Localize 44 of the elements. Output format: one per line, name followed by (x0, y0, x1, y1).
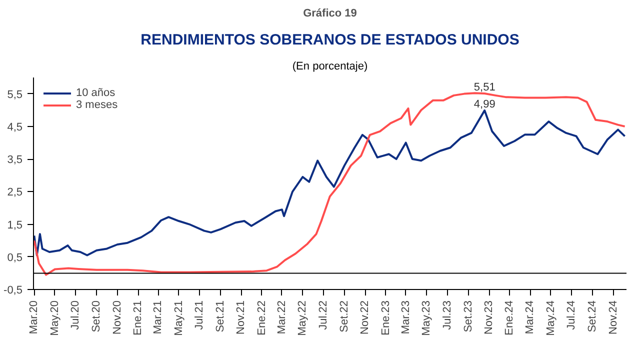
y-tick-label: 2,5 (7, 186, 23, 199)
y-tick-label: 5,5 (7, 88, 23, 101)
y-tick-label: 3,5 (7, 154, 23, 166)
annotation: 5,51 (474, 81, 496, 94)
y-tick-label: 1,5 (7, 219, 23, 232)
x-tick-label: Set.20 (90, 300, 103, 332)
x-tick-label: Ene.22 (256, 300, 268, 336)
x-tick-label: Set.22 (338, 300, 350, 332)
x-tick-label: May.21 (172, 300, 185, 336)
x-tick-label: Mar.20 (28, 300, 40, 334)
x-tick-label: Nov.20 (111, 300, 124, 335)
x-tick-label: May.24 (544, 300, 557, 336)
legend-label: 10 años (76, 87, 116, 99)
x-tick-label: Ene.24 (504, 300, 516, 336)
x-tick-label: Set.24 (586, 300, 599, 332)
x-tick-label: Mar.21 (152, 300, 164, 334)
x-tick-label: Nov.24 (607, 300, 620, 335)
chart-subtitle: RENDIMIENTOS SOBERANOS DE ESTADOS UNIDOS (140, 32, 520, 48)
x-tick-label: May.23 (420, 300, 433, 336)
x-tick-label: Jul.20 (70, 300, 82, 330)
line-series (34, 109, 626, 256)
x-tick-label: Jul.23 (441, 300, 454, 330)
chart-title: Gráfico 19 (303, 8, 357, 20)
y-tick-label: -0,5 (4, 284, 23, 296)
x-tick-label: Mar.24 (524, 300, 536, 334)
x-tick-label: Set.23 (462, 300, 474, 332)
x-tick-label: Nov.23 (483, 300, 496, 335)
x-tick-label: Mar.22 (276, 300, 288, 334)
x-tick-label: May.20 (48, 300, 61, 336)
x-tick-label: Ene.23 (380, 300, 392, 336)
y-tick-label: 0,5 (7, 252, 23, 264)
x-tick-label: Jul.21 (193, 300, 206, 330)
x-tick-label: Set.21 (214, 300, 227, 332)
x-tick-label: May.22 (296, 300, 309, 336)
x-tick-label: Mar.23 (400, 300, 412, 334)
y-tick-label: 4,5 (7, 121, 23, 134)
x-tick-label: Nov.22 (359, 300, 372, 335)
x-tick-label: Jul.24 (566, 300, 578, 330)
legend-label: 3 meses (76, 99, 118, 111)
x-tick-label: Ene.21 (132, 300, 144, 336)
text: (En porcentaje) (292, 60, 368, 72)
x-tick-label: Jul.22 (317, 300, 330, 330)
annotation: 4,99 (474, 98, 496, 110)
x-tick-label: Nov.21 (235, 300, 248, 335)
